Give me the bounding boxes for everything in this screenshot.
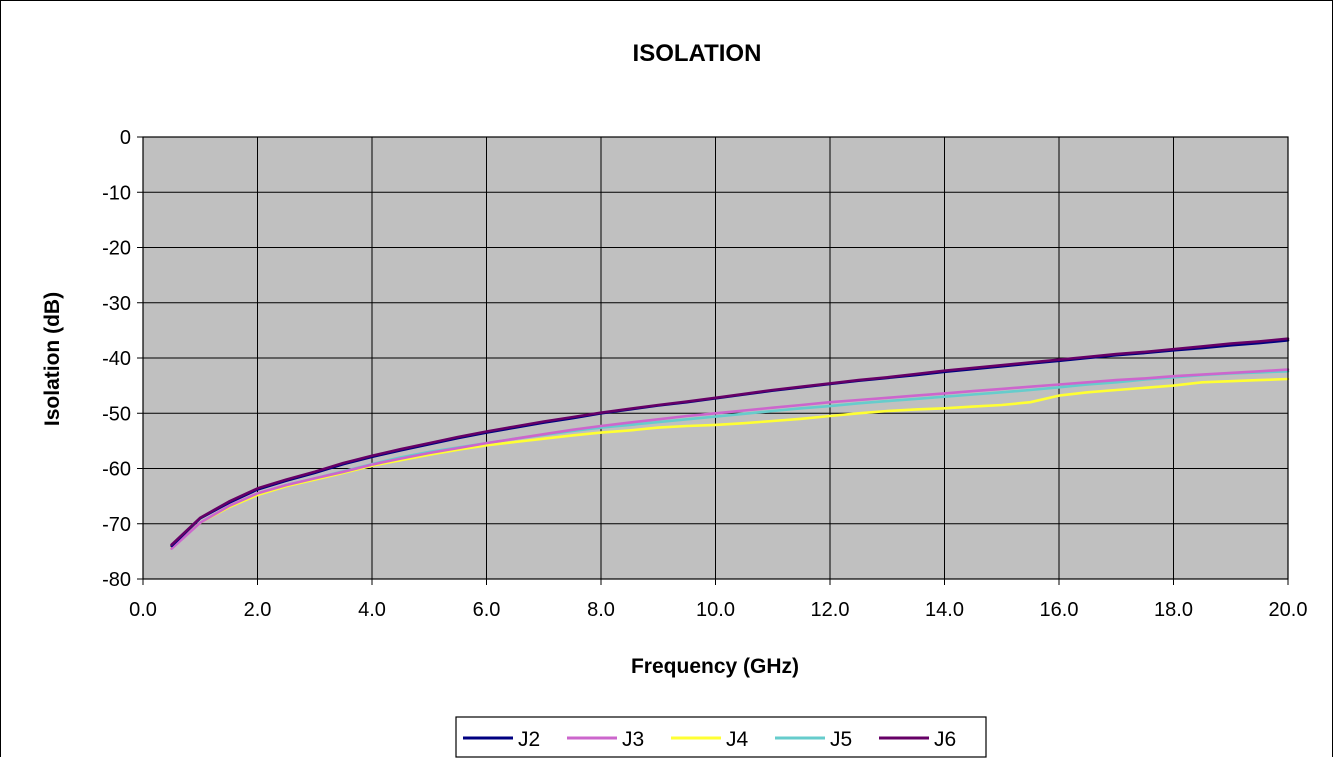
x-tick-label: 14.0 <box>925 599 964 621</box>
x-tick-label: 6.0 <box>473 599 501 621</box>
y-tick-label: 0 <box>120 127 131 149</box>
y-tick-label: -40 <box>102 348 131 370</box>
y-tick-label: -30 <box>102 293 131 315</box>
x-tick-label: 4.0 <box>358 599 386 621</box>
y-tick-label: -70 <box>102 514 131 536</box>
y-tick-label: -50 <box>102 403 131 425</box>
x-tick-label: 20.0 <box>1269 599 1308 621</box>
x-tick-label: 16.0 <box>1040 599 1079 621</box>
legend-label-j4: J4 <box>726 728 749 751</box>
y-tick-label: -10 <box>102 182 131 204</box>
legend-label-j5: J5 <box>830 728 852 751</box>
series-line-j6 <box>170 337 1290 547</box>
legend-label-j2: J2 <box>518 728 540 751</box>
x-tick-label: 12.0 <box>811 599 850 621</box>
y-tick-label: -20 <box>102 238 131 260</box>
axis-ticks: 0.0 2.0 4.0 6.0 8.0 10.0 12.0 14.0 16.0 18.0 20.0 0… <box>102 127 1307 621</box>
chart-title: ISOLATION <box>633 40 762 67</box>
x-tick-label: 8.0 <box>587 599 615 621</box>
x-tick-label: 18.0 <box>1154 599 1193 621</box>
legend-label-j3: J3 <box>622 728 644 751</box>
legend-label-j6: J6 <box>934 728 956 751</box>
y-tick-label: -80 <box>102 569 131 591</box>
x-tick-label: 10.0 <box>696 599 735 621</box>
series-line-j3 <box>170 368 1290 550</box>
x-tick-label: 2.0 <box>244 599 272 621</box>
legend: J2 J3 J4 J5 J6 <box>455 716 987 758</box>
x-tick-label: 0.0 <box>129 599 157 621</box>
y-axis-title: Isolation (dB) <box>41 292 64 426</box>
y-tick-label: -60 <box>102 459 131 481</box>
series-lines <box>170 337 1290 550</box>
x-axis-title: Frequency (GHz) <box>631 655 799 678</box>
